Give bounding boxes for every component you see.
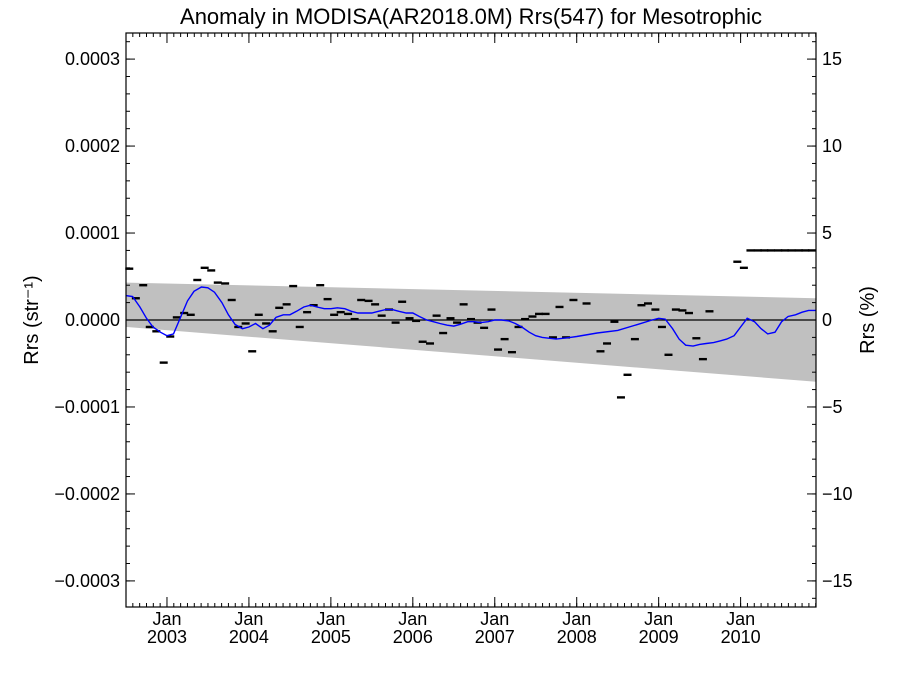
- y-tick-label-right: 10: [822, 136, 842, 156]
- y-tick-label-left: 0.0003: [65, 49, 120, 69]
- x-tick-label-year: 2005: [311, 627, 351, 647]
- x-tick-label-year: 2006: [393, 627, 433, 647]
- x-tick-label-year: 2009: [639, 627, 679, 647]
- uncertainty-band: [126, 282, 816, 382]
- axes: 0.0003 0.0002 0.0001 0.0000 −0.0001 −0.0002 −0…: [54, 32, 853, 647]
- y-tick-label-right: 5: [822, 223, 832, 243]
- x-tick-label-year: 2010: [721, 627, 761, 647]
- y-tick-label-left: −0.0003: [54, 571, 120, 591]
- y-axis-label-left: Rrs (str⁻¹): [21, 275, 43, 364]
- x-tick-label-month: Jan: [398, 609, 427, 629]
- x-tick-label-month: Jan: [152, 609, 181, 629]
- y-tick-label-left: 0.0002: [65, 136, 120, 156]
- x-tick-label-month: Jan: [316, 609, 345, 629]
- y-axis-label-right: Rrs (%): [857, 286, 879, 354]
- smoothed-line: [125, 286, 816, 347]
- x-tick-label-year: 2004: [229, 627, 269, 647]
- x-tick-label-year: 2003: [147, 627, 187, 647]
- x-tick-label-month: Jan: [726, 609, 755, 629]
- y-tick-label-right: 15: [822, 49, 842, 69]
- x-tick-label-year: 2008: [557, 627, 597, 647]
- y-tick-label-right: −15: [822, 571, 853, 591]
- y-tick-label-left: −0.0001: [54, 397, 120, 417]
- y-tick-label-right: 0: [822, 310, 832, 330]
- y-tick-label-left: −0.0002: [54, 484, 120, 504]
- x-tick-label-month: Jan: [562, 609, 591, 629]
- y-tick-label-left: 0.0001: [65, 223, 120, 243]
- x-tick-label-month: Jan: [644, 609, 673, 629]
- plot-area: [125, 249, 816, 399]
- y-tick-label-right: −10: [822, 484, 853, 504]
- x-tick-label-month: Jan: [480, 609, 509, 629]
- x-tick-label-year: 2007: [475, 627, 515, 647]
- y-tick-label-left: 0.0000: [65, 310, 120, 330]
- y-tick-label-right: −5: [822, 397, 843, 417]
- x-tick-label-month: Jan: [234, 609, 263, 629]
- chart-title: Anomaly in MODISA(AR2018.0M) Rrs(547) fo…: [180, 4, 762, 29]
